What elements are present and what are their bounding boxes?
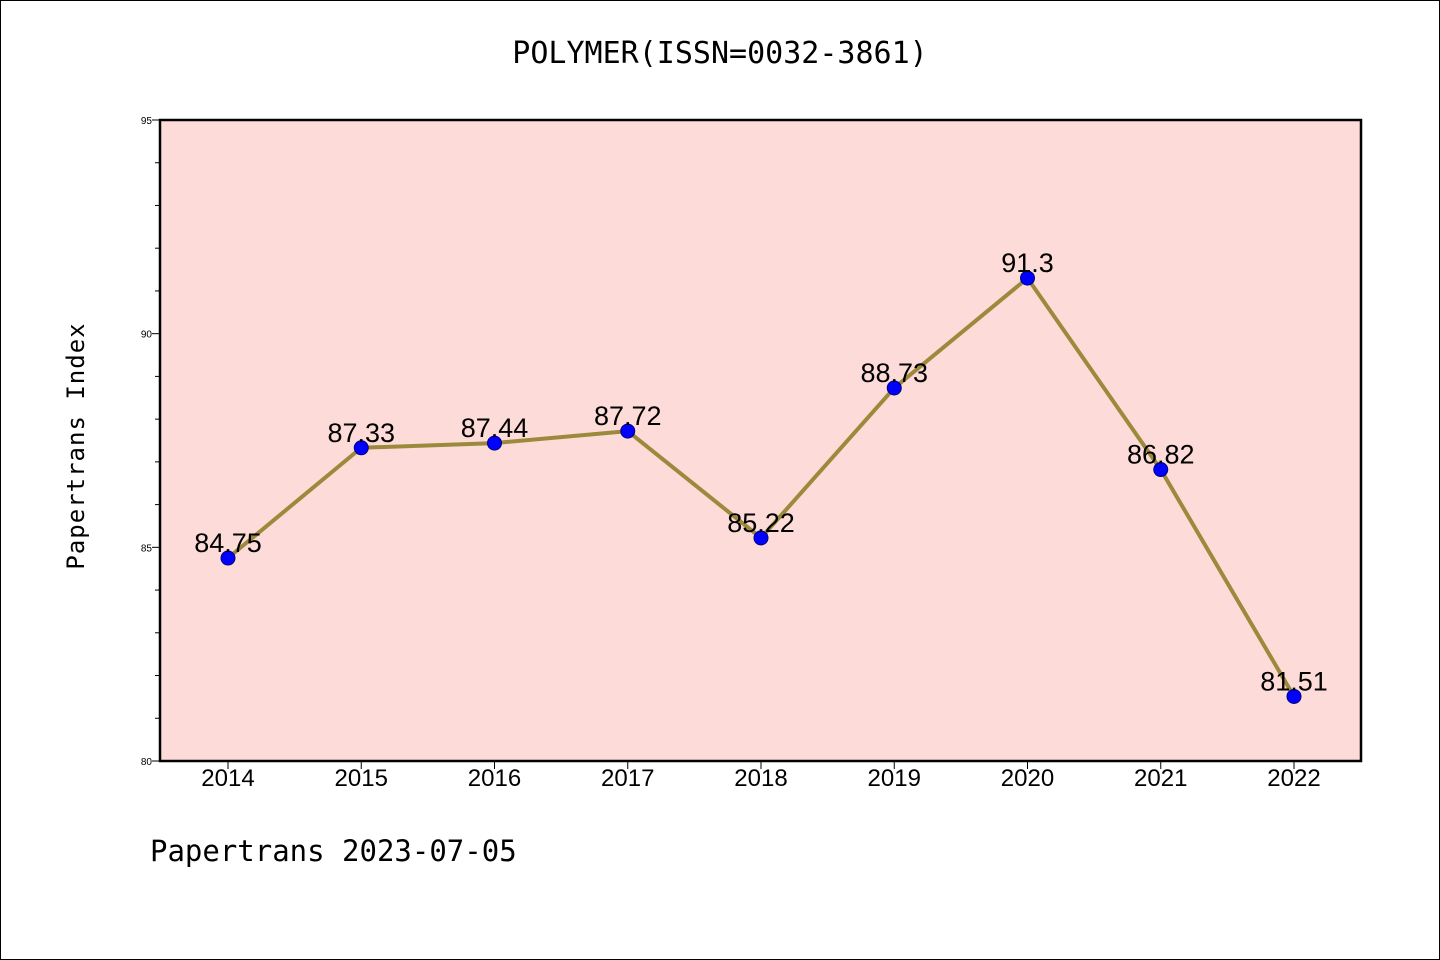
data-label: 81.51 [1260, 666, 1328, 696]
data-point [1020, 270, 1035, 286]
data-label: 88.73 [860, 358, 928, 388]
y-tick-label: 90 [141, 330, 153, 341]
footer-date: Papertrans 2023-07-05 [150, 834, 517, 868]
data-point [1286, 688, 1302, 704]
x-tick-label: 2021 [1134, 765, 1187, 792]
data-point [886, 380, 902, 396]
y-tick-label: 95 [141, 116, 153, 127]
x-tick-label: 2019 [868, 765, 921, 792]
data-point [620, 423, 636, 439]
x-tick-label: 2016 [468, 765, 521, 792]
data-label: 84.75 [194, 528, 262, 558]
data-label: 86.82 [1127, 440, 1195, 470]
plot-border [158, 118, 1363, 763]
x-tick-label: 2014 [201, 765, 254, 792]
x-tick-label: 2018 [734, 765, 787, 792]
chart-title: POLYMER(ISSN=0032-3861) [512, 36, 928, 71]
data-label: 85.22 [727, 508, 795, 538]
data-point [1153, 462, 1169, 478]
data-point [220, 550, 236, 566]
data-point [753, 530, 769, 546]
data-point [353, 440, 369, 456]
x-tick-label: 2017 [601, 765, 654, 792]
y-tick-label: 85 [141, 543, 153, 554]
x-tick-label: 2015 [335, 765, 388, 792]
y-tick-label: 80 [141, 757, 153, 768]
x-tick-label: 2022 [1267, 765, 1320, 792]
data-point [487, 435, 502, 451]
data-label: 87.33 [327, 418, 395, 448]
x-tick-label: 2020 [1001, 765, 1054, 792]
data-label: 87.72 [594, 401, 662, 431]
data-label: 87.44 [461, 413, 529, 443]
data-label: 91.3 [1001, 248, 1054, 278]
